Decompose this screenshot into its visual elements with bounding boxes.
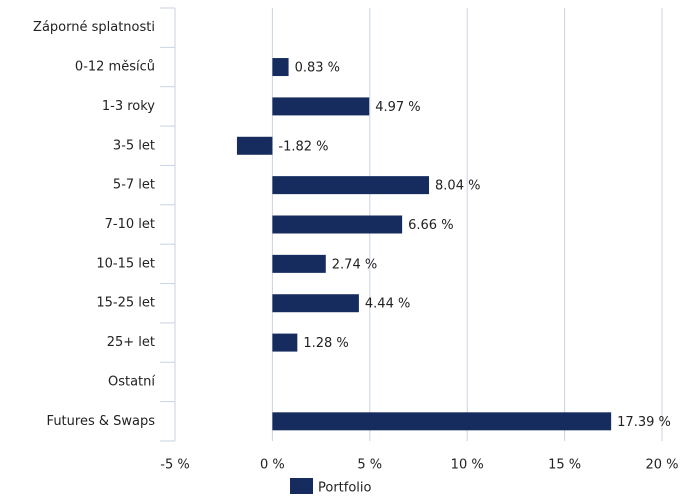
y-tick-label: 5-7 let [113,178,155,193]
data-label: 1.28 % [303,336,348,351]
y-tick-label: 7-10 let [105,217,155,232]
bar [272,412,612,431]
y-tick-label: Futures & Swaps [47,414,156,429]
y-tick-label: 1-3 roky [102,99,155,114]
bar [272,254,326,273]
x-tick-label: 10 % [451,458,484,473]
y-tick-label: 3-5 let [113,138,155,153]
data-label: 17.39 % [617,415,671,430]
y-tick-label: Záporné splatnosti [33,20,155,35]
y-tick-label: 10-15 let [96,256,155,271]
bar [272,176,430,195]
bar [272,215,403,234]
y-tick-label: 15-25 let [96,296,155,311]
x-tick-label: 0 % [260,458,285,473]
x-tick-label: -5 % [160,458,189,473]
data-label: 2.74 % [332,257,377,272]
bar [272,58,289,77]
data-label: -1.82 % [278,139,328,154]
data-label: 6.66 % [408,218,453,233]
legend-label: Portfolio [318,481,372,496]
legend-swatch [290,478,313,494]
x-tick-label: 15 % [548,458,581,473]
bar [272,294,359,313]
y-tick-label: 25+ let [107,335,155,350]
data-label: 0.83 % [295,61,340,76]
data-label: 4.44 % [365,297,410,312]
x-tick-label: 20 % [645,458,678,473]
data-label: 4.97 % [375,100,420,115]
bar [272,97,370,116]
y-tick-label: Ostatní [108,374,155,389]
bar [272,333,298,352]
bar [236,136,273,155]
data-label: 8.04 % [435,179,480,194]
y-tick-label: 0-12 měsíců [75,60,155,75]
x-tick-label: 5 % [357,458,382,473]
